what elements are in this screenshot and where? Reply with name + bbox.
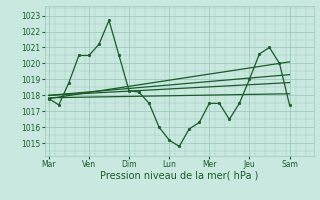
X-axis label: Pression niveau de la mer( hPa ): Pression niveau de la mer( hPa ) <box>100 171 258 181</box>
